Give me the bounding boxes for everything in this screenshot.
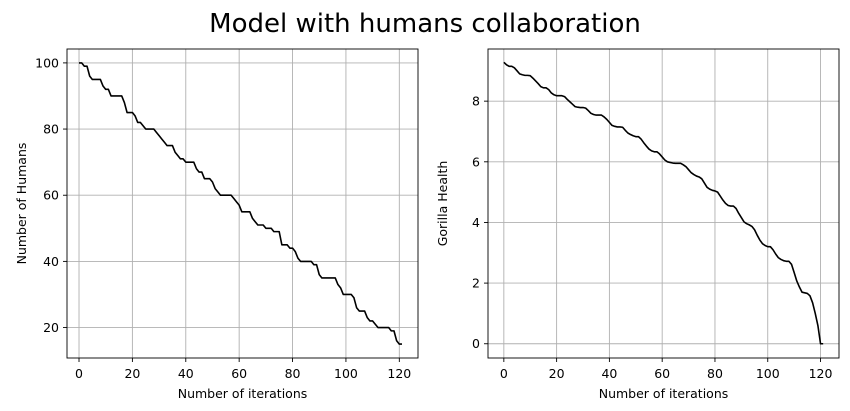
left-x-tick-label: 60 — [231, 366, 247, 381]
left-x-tick-label: 100 — [334, 366, 358, 381]
right-y-tick-label: 4 — [472, 215, 480, 230]
left-y-tick-label: 60 — [43, 188, 59, 203]
right-y-axis-label: Gorilla Health — [435, 161, 450, 247]
right-plot-frame — [487, 48, 840, 359]
left-x-tick-label: 20 — [124, 366, 140, 381]
left-y-tick-label: 40 — [43, 254, 59, 269]
right-y-tick-label: 2 — [472, 276, 480, 291]
left-ticks: 0 20 40 60 80 100 120 20 40 60 80 100 — [35, 55, 411, 381]
left-y-tick-label: 80 — [43, 122, 59, 137]
right-x-tick-label: 100 — [756, 366, 780, 381]
left-x-axis-label: Number of iterations — [178, 386, 308, 401]
right-x-tick-label: 0 — [500, 366, 508, 381]
right-x-tick-label: 120 — [809, 366, 833, 381]
left-x-tick-label: 80 — [285, 366, 301, 381]
right-x-tick-label: 20 — [549, 366, 565, 381]
right-plot: 0 20 40 60 80 100 120 0 2 4 6 8 Number of iterations… — [435, 48, 840, 401]
right-x-axis-label: Number of iterations — [599, 386, 729, 401]
right-ticks: 0 20 40 60 80 100 120 0 2 4 6 8 — [472, 94, 832, 381]
left-grid — [67, 49, 418, 358]
left-series-line — [79, 62, 402, 345]
left-y-tick-label: 100 — [35, 55, 59, 70]
figure-title: Model with humans collaboration — [209, 9, 641, 39]
left-x-tick-label: 120 — [387, 366, 411, 381]
right-series-line — [503, 61, 824, 345]
right-y-tick-label: 0 — [472, 336, 480, 351]
right-y-tick-label: 6 — [472, 154, 480, 169]
left-x-tick-label: 40 — [178, 366, 194, 381]
left-y-axis-label: Number of Humans — [14, 143, 29, 265]
right-x-tick-label: 60 — [654, 366, 670, 381]
left-plot: 0 20 40 60 80 100 120 20 40 60 80 100 Number of iter… — [14, 48, 419, 401]
right-y-tick-label: 8 — [472, 94, 480, 109]
left-y-tick-label: 20 — [43, 320, 59, 335]
right-grid — [488, 49, 839, 358]
right-x-tick-label: 40 — [601, 366, 617, 381]
right-x-tick-label: 80 — [707, 366, 723, 381]
left-plot-frame — [66, 48, 419, 359]
left-x-tick-label: 0 — [75, 366, 83, 381]
